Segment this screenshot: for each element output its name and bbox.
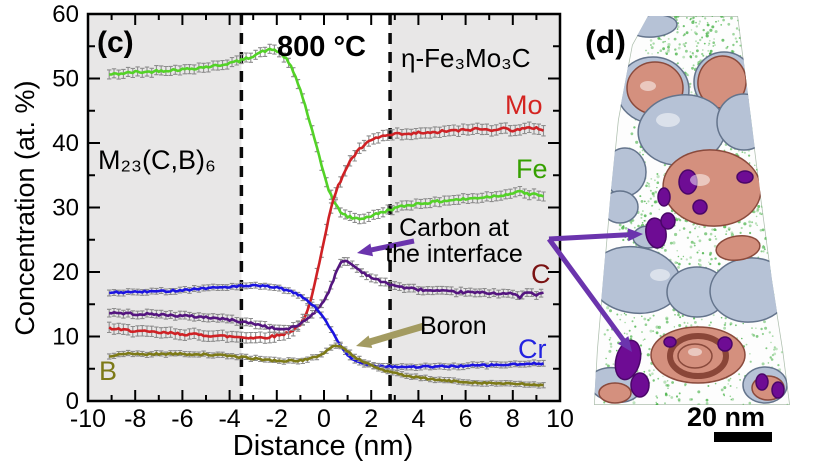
- apt-reconstruction: [594, 16, 790, 405]
- scale-bar: [714, 432, 772, 442]
- carbon-to-panel-d-arrow-upper-head: [627, 228, 643, 242]
- boride-blob: [717, 336, 733, 352]
- boride-blob: [663, 336, 677, 348]
- x-tick-label: 0: [317, 405, 331, 433]
- carbon-interface-annotation: Carbon at the interface: [358, 214, 550, 268]
- y-axis-title: Concentration (at. %): [10, 80, 41, 336]
- mo-blob: [598, 382, 632, 404]
- boride-blob: [771, 381, 785, 399]
- boride-blob: [692, 199, 708, 215]
- y-tick-label: 0: [66, 388, 79, 415]
- y-tick-label: 30: [52, 195, 79, 222]
- phase-shaded-band: [390, 14, 560, 401]
- boride-blob: [736, 170, 754, 184]
- series-line-C: [109, 259, 544, 331]
- panel-c-label: (c): [97, 26, 134, 59]
- scale-bar-label: 20 nm: [687, 402, 766, 432]
- x-tick-label: -4: [218, 405, 240, 433]
- boride-blob: [630, 372, 650, 398]
- panel-d-label: (d): [585, 24, 626, 60]
- x-tick-label: -2: [266, 405, 288, 433]
- x-tick-label: 2: [364, 405, 378, 433]
- series-label-b: B: [99, 356, 118, 386]
- x-tick-label: 10: [546, 405, 574, 433]
- y-tick-label: 20: [52, 259, 79, 286]
- series-label-cr: Cr: [518, 334, 547, 364]
- boride-blob: [660, 212, 676, 230]
- carbon-to-panel-d-arrow-upper: [548, 231, 636, 242]
- mo-blob: [715, 234, 761, 262]
- plot-frame: [86, 12, 562, 403]
- series-label-c: C: [531, 259, 551, 289]
- series-line-Cr: [109, 283, 544, 369]
- series-label-fe: Fe: [516, 154, 548, 184]
- x-tick-label: -8: [124, 405, 146, 433]
- series-line-Fe: [109, 47, 545, 221]
- boride-blob: [614, 339, 642, 381]
- carbon-to-panel-d-arrow-lower: [546, 237, 630, 348]
- x-tick-label: -6: [171, 405, 193, 433]
- carbon-peak-arrow-head: [357, 243, 374, 257]
- y-tick-label: 60: [52, 1, 79, 28]
- x-tick-label: 4: [411, 405, 425, 433]
- carbide-blob: [716, 93, 772, 151]
- phase-label-eta-fe3mo3c: η-Fe₃Mo₃C: [401, 43, 531, 73]
- phase-label-m23cb6: M₂₃(C,B)₆: [98, 145, 216, 175]
- boron-peak-arrow: [362, 322, 425, 348]
- series-line-Mo: [108, 125, 544, 340]
- y-tick-label: 40: [52, 130, 79, 157]
- carbon-peak-arrow: [364, 238, 415, 254]
- series-label-mo: Mo: [505, 90, 543, 120]
- carbide-blob: [601, 190, 639, 224]
- carbide-blob: [603, 147, 647, 197]
- boride-blob: [657, 187, 671, 207]
- x-tick-label: 8: [506, 405, 520, 433]
- carbon-annotation-line2: the interface: [385, 239, 523, 268]
- temperature-label: 800 °C: [277, 31, 366, 63]
- carbon-to-panel-d-arrow-lower-head: [617, 336, 632, 352]
- series-line-B: [109, 344, 544, 387]
- y-tick-label: 50: [52, 66, 79, 93]
- y-tick-label: 10: [52, 324, 79, 351]
- ring-blob: [667, 333, 729, 379]
- boron-peak-arrow-head: [356, 335, 373, 349]
- x-axis-title: Distance (nm): [232, 430, 414, 462]
- x-tick-label: 6: [459, 405, 473, 433]
- boride-blob: [755, 373, 769, 391]
- boron-annotation: Boron: [420, 312, 487, 340]
- x-tick-label: -10: [70, 405, 106, 433]
- carbon-annotation-line1: Carbon at: [399, 214, 509, 242]
- boride-blob: [645, 217, 667, 249]
